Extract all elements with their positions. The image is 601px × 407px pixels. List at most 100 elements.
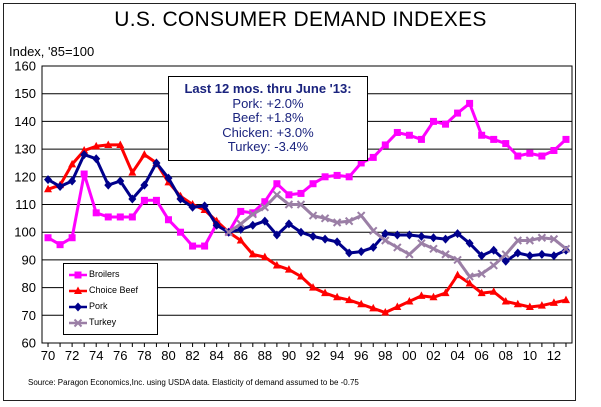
point-pork-2006 [477, 251, 486, 261]
y-tick-160: 160 [14, 59, 36, 74]
x-tick-96: 96 [354, 348, 368, 363]
point-choice-beef-1994 [333, 292, 342, 301]
point-pork-2002 [429, 233, 438, 243]
point-choice-beef-1988 [260, 252, 269, 261]
x-tick-88: 88 [258, 348, 272, 363]
point-pork-1992 [309, 231, 318, 241]
point-pork-1995 [345, 248, 354, 258]
point-choice-beef-2009 [513, 299, 522, 308]
point-broilers-2008 [502, 140, 510, 148]
point-broilers-1983 [201, 242, 209, 250]
y-tick-130: 130 [14, 142, 36, 157]
point-turkey-2013 [561, 244, 571, 254]
point-pork-2010 [525, 251, 534, 261]
point-pork-2003 [441, 234, 450, 244]
x-tick-70: 70 [41, 348, 55, 363]
point-turkey-1989 [272, 190, 282, 200]
point-turkey-2004 [453, 255, 462, 265]
annotation-line-pork: Pork: +2.0% [232, 95, 304, 111]
point-pork-2001 [417, 231, 426, 241]
legend-label-pork: Pork [89, 301, 108, 311]
point-broilers-2009 [514, 152, 522, 160]
point-pork-1988 [260, 216, 269, 226]
x-tick-74: 74 [89, 348, 103, 363]
point-pork-1990 [284, 219, 293, 229]
point-turkey-2006 [477, 269, 486, 278]
point-broilers-1979 [152, 196, 160, 204]
point-broilers-2012 [550, 146, 558, 154]
point-pork-1984 [212, 220, 221, 230]
point-broilers-1971 [56, 241, 64, 249]
point-pork-1981 [176, 194, 185, 204]
point-broilers-1992 [309, 180, 317, 188]
point-broilers-2013 [562, 135, 570, 143]
point-choice-beef-1987 [248, 249, 257, 258]
point-choice-beef-1991 [296, 272, 305, 280]
point-pork-2011 [537, 249, 546, 259]
point-turkey-2009 [513, 236, 523, 245]
x-tick-80: 80 [161, 348, 175, 363]
point-pork-1973 [80, 150, 89, 160]
point-turkey-1992 [308, 211, 318, 220]
point-pork-1979 [152, 158, 161, 168]
point-broilers-2010 [526, 149, 534, 157]
point-broilers-1986 [237, 207, 245, 215]
point-broilers-1994 [333, 171, 341, 179]
point-turkey-1993 [320, 214, 330, 223]
point-broilers-1978 [140, 196, 148, 204]
point-choice-beef-2001 [417, 291, 426, 299]
point-broilers-2002 [429, 117, 437, 125]
point-pork-2005 [465, 238, 474, 248]
point-broilers-2005 [466, 99, 474, 107]
point-pork-1997 [369, 242, 378, 252]
point-turkey-1988 [260, 203, 270, 212]
point-pork-1996 [357, 247, 366, 257]
point-turkey-2011 [537, 233, 547, 242]
point-broilers-1977 [128, 213, 136, 221]
point-broilers-1989 [273, 180, 281, 188]
point-broilers-2007 [490, 135, 498, 143]
point-pork-1970 [44, 175, 53, 185]
point-choice-beef-1976 [116, 140, 125, 148]
point-choice-beef-1978 [140, 150, 149, 158]
x-tick-78: 78 [137, 348, 151, 363]
point-choice-beef-2002 [429, 292, 438, 301]
point-turkey-2005 [465, 272, 474, 281]
point-pork-1975 [104, 180, 113, 190]
point-pork-1982 [188, 202, 197, 212]
y-tick-70: 70 [22, 308, 36, 323]
point-broilers-2011 [538, 152, 546, 160]
point-choice-beef-1986 [236, 236, 245, 244]
point-turkey-1995 [344, 216, 354, 226]
point-choice-beef-2006 [477, 288, 486, 297]
point-broilers-2003 [442, 120, 450, 128]
point-broilers-1991 [297, 189, 305, 197]
point-turkey-1998 [381, 236, 390, 245]
legend-label-choice-beef: Choice Beef [89, 285, 139, 295]
x-tick-90: 90 [282, 348, 296, 363]
point-broilers-1993 [321, 173, 329, 181]
point-broilers-1990 [285, 191, 293, 199]
legend-item-broilers: Broilers [67, 267, 157, 283]
x-tick-12: 12 [547, 348, 561, 363]
point-turkey-1996 [356, 211, 366, 220]
point-broilers-1995 [345, 173, 353, 181]
point-choice-beef-1975 [104, 140, 113, 148]
point-choice-beef-1998 [381, 308, 390, 316]
point-turkey-1986 [236, 219, 245, 229]
legend-item-turkey: Turkey [67, 315, 157, 331]
point-choice-beef-1999 [393, 302, 402, 310]
point-choice-beef-2011 [537, 301, 546, 309]
annotation-line-turkey: Turkey: -3.4% [227, 139, 309, 154]
point-broilers-1988 [261, 198, 269, 206]
point-pork-2008 [501, 256, 510, 266]
x-tick-06: 06 [474, 348, 488, 363]
point-choice-beef-2010 [525, 302, 534, 310]
x-tick-04: 04 [450, 348, 464, 363]
series-line-pork [47, 153, 567, 263]
point-broilers-1972 [68, 234, 76, 242]
point-choice-beef-2003 [441, 288, 450, 297]
point-choice-beef-1996 [357, 299, 366, 308]
point-turkey-1991 [296, 200, 306, 209]
